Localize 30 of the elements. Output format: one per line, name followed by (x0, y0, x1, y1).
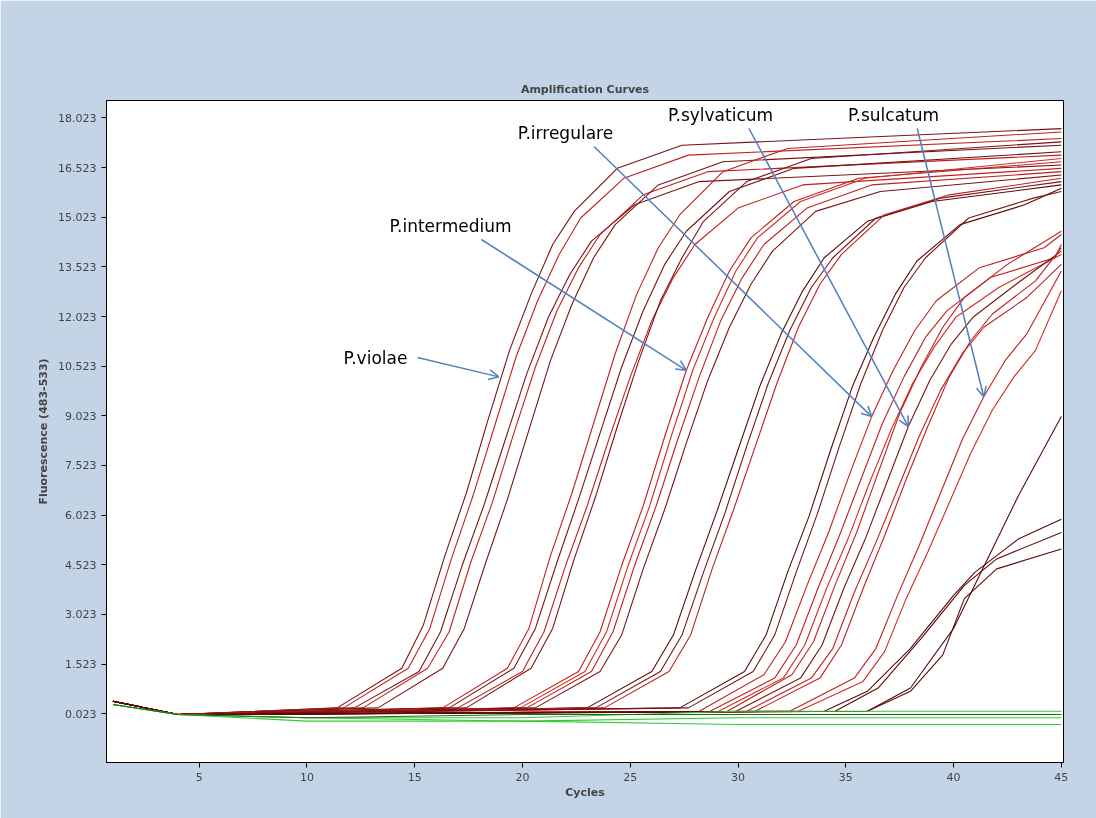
y-tick-label: 0.023 (65, 707, 97, 721)
annotation: P.sylvaticum (667, 104, 774, 125)
x-tick-label: 15 (407, 770, 422, 784)
y-tick-label: 1.523 (65, 658, 97, 672)
annotation: P.sulcatum (847, 104, 940, 125)
y-tick-label: 9.023 (65, 409, 97, 423)
y-tick-label: 6.023 (65, 509, 97, 523)
x-tick-label: 45 (1054, 770, 1069, 784)
y-axis-title: Fluorescence (483-533) (37, 358, 51, 505)
annotation: P.intermedium (389, 215, 512, 236)
x-tick-label: 10 (299, 770, 314, 784)
x-tick-label: 35 (838, 770, 853, 784)
x-tick-label: 25 (623, 770, 638, 784)
y-tick-label: 12.023 (58, 310, 97, 324)
y-tick-label: 4.523 (65, 558, 97, 572)
annotation: P.violae (343, 347, 408, 368)
y-tick-label: 3.023 (65, 608, 97, 622)
y-tick-label: 15.023 (58, 211, 97, 225)
x-tick-label: 5 (195, 770, 203, 784)
y-tick-label: 7.523 (65, 459, 97, 473)
y-tick-label: 13.523 (58, 260, 97, 274)
y-tick-label: 10.523 (58, 360, 97, 374)
y-tick-label: 18.023 (58, 111, 97, 125)
x-tick-label: 40 (946, 770, 961, 784)
annotation: P.irregulare (517, 122, 614, 143)
x-tick-label: 30 (731, 770, 746, 784)
y-tick-label: 16.523 (58, 161, 97, 175)
x-tick-label: 20 (515, 770, 530, 784)
x-axis-title: Cycles (565, 785, 606, 799)
chart-title: Amplification Curves (520, 82, 650, 96)
